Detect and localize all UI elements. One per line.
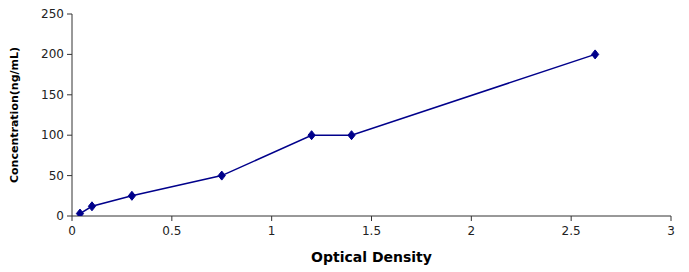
y-tick-label: 50 <box>49 169 64 183</box>
marker <box>218 171 225 180</box>
y-tick <box>67 94 72 95</box>
x-tick-label: 2 <box>468 224 476 238</box>
marker <box>592 50 599 59</box>
chart-container: 0 0.5 1 1.5 2 2.5 3 0 50 100 150 200 250 Optical Dens… <box>0 0 689 272</box>
plot-area <box>76 50 598 216</box>
x-tick <box>371 216 372 221</box>
marker <box>348 131 355 140</box>
y-tick-label: 150 <box>41 88 64 102</box>
x-tick-label: 1 <box>268 224 276 238</box>
x-tick-label: 3 <box>667 224 675 238</box>
x-tick <box>171 216 172 221</box>
marker <box>76 209 83 216</box>
y-tick <box>67 54 72 55</box>
x-tick <box>471 216 472 221</box>
chart: 0 0.5 1 1.5 2 2.5 3 0 50 100 150 200 250 Optical Dens… <box>0 0 689 272</box>
y-tick-label: 0 <box>56 209 64 223</box>
x-tick <box>671 216 672 221</box>
x-tick-label: 0 <box>68 224 76 238</box>
marker <box>308 131 315 140</box>
x-tick <box>72 216 73 221</box>
y-axis-line <box>72 14 73 216</box>
y-tick <box>67 216 72 217</box>
x-axis-label: Optical Density <box>311 249 432 265</box>
x-tick-label: 0.5 <box>162 224 181 238</box>
y-tick-label: 200 <box>41 47 64 61</box>
x-tick-label: 2.5 <box>562 224 581 238</box>
y-tick <box>67 14 72 15</box>
line <box>80 54 595 213</box>
x-tick-label: 1.5 <box>362 224 381 238</box>
x-tick <box>271 216 272 221</box>
y-tick <box>67 175 72 176</box>
y-tick <box>67 135 72 136</box>
marker <box>128 191 135 200</box>
y-axis-label: Concentration(ng/mL) <box>8 47 21 183</box>
marker <box>88 202 95 211</box>
y-tick-label: 100 <box>41 128 64 142</box>
x-tick <box>571 216 572 221</box>
y-tick-label: 250 <box>41 7 64 21</box>
